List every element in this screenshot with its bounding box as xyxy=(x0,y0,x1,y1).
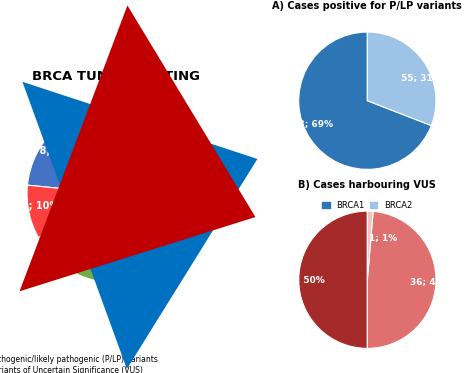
Text: 74; 10%: 74; 10% xyxy=(15,201,59,211)
Wedge shape xyxy=(367,211,436,348)
Wedge shape xyxy=(367,32,436,126)
Text: 1; 1%: 1; 1% xyxy=(369,233,397,242)
Title: B) Cases harbouring VUS: B) Cases harbouring VUS xyxy=(299,180,436,190)
Legend: BRCA1, BRCA2: BRCA1, BRCA2 xyxy=(322,201,412,210)
Text: 178; 23%: 178; 23% xyxy=(26,146,77,156)
Legend: Pathogenic/likely pathogenic (P/LP) variants, Variants of Uncertain Significance: Pathogenic/likely pathogenic (P/LP) vari… xyxy=(0,355,158,373)
Wedge shape xyxy=(299,211,367,348)
Text: 37; 50%: 37; 50% xyxy=(284,275,325,284)
Wedge shape xyxy=(27,105,116,194)
Wedge shape xyxy=(367,211,373,280)
Title: A) Cases positive for P/LP variants: A) Cases positive for P/LP variants xyxy=(273,1,462,11)
Text: 123; 69%: 123; 69% xyxy=(286,119,333,128)
Wedge shape xyxy=(27,185,116,238)
Wedge shape xyxy=(38,105,205,283)
Text: 508; 67%: 508; 67% xyxy=(166,218,217,228)
Text: 36; 49%: 36; 49% xyxy=(410,277,451,286)
Text: 55; 31%: 55; 31% xyxy=(401,73,442,82)
Wedge shape xyxy=(299,32,431,169)
Title: BRCA TUMOR TESTING: BRCA TUMOR TESTING xyxy=(32,70,200,83)
